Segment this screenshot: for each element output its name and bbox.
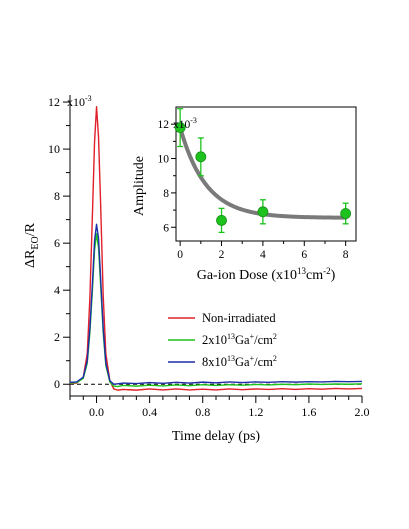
inset-x-tick-label: 2 xyxy=(219,249,225,261)
legend-8e13-base: 8x10 xyxy=(202,355,227,369)
inset-data-point xyxy=(195,137,207,177)
inset-x-label: Ga-ion Dose (x1013cm-2) xyxy=(197,266,336,283)
inset-x-ticks: 0 2 4 6 8 xyxy=(177,241,349,261)
main-series-lines xyxy=(69,106,363,391)
legend-2e13-cm: /cm xyxy=(254,333,273,347)
inset-y-multiplier: x10-3 xyxy=(173,116,197,131)
inset-x-label-close: ) xyxy=(331,268,336,283)
legend-8e13-sup: 13 xyxy=(227,354,235,363)
inset-y-multiplier-exp: -3 xyxy=(190,116,197,125)
legend-2e13-base: 2x10 xyxy=(202,333,227,347)
inset-y-ticks: 6 8 10 12 xyxy=(158,119,176,234)
series-line-non-irradiated xyxy=(69,106,363,391)
inset-marker xyxy=(195,151,207,163)
main-x-tick-label: 0.4 xyxy=(142,405,157,419)
main-y-tick-label: 2 xyxy=(54,330,60,344)
main-y-label: ΔREO/R xyxy=(23,222,41,268)
main-y-label-base: ΔR xyxy=(23,249,38,268)
main-y-tick-label: 0 xyxy=(54,377,60,391)
inset-x-label-cm: cm xyxy=(306,268,323,283)
inset-y-multiplier-base: x10 xyxy=(173,119,191,131)
legend-label-non-irradiated-text: Non-irradiated xyxy=(202,311,276,325)
main-y-label-sub: EO xyxy=(30,236,41,249)
legend-2e13-ga: Ga xyxy=(235,333,250,347)
legend-2e13-sq: 2 xyxy=(273,332,277,341)
main-y-tick-label: 8 xyxy=(54,189,60,203)
legend-2e13-sup: 13 xyxy=(227,332,235,341)
inset-y-tick-label: 8 xyxy=(163,188,169,200)
inset-x-label-sup2: -2 xyxy=(323,266,331,276)
legend-2e13-plus: + xyxy=(250,332,255,341)
main-x-tick-label: 1.2 xyxy=(248,405,263,419)
inset-y-label: Amplitude xyxy=(132,156,147,216)
inset-frame xyxy=(175,106,357,242)
inset-x-tick-label: 6 xyxy=(301,249,307,261)
main-x-label: Time delay (ps) xyxy=(172,429,260,444)
main-x-tick-label: 2.0 xyxy=(355,405,370,419)
inset-marker xyxy=(216,214,227,226)
main-x-tick-label: 0.0 xyxy=(89,405,104,419)
inset-x-tick-label: 8 xyxy=(343,249,349,261)
inset-data-point xyxy=(174,108,186,148)
main-x-ticks: 0.0 0.4 0.8 1.2 1.6 2.0 xyxy=(69,396,370,419)
inset-data-point xyxy=(216,207,227,234)
legend-8e13-ga: Ga xyxy=(235,355,250,369)
inset-y-tick-label: 12 xyxy=(158,119,170,131)
main-x-tick-label: 1.6 xyxy=(301,405,316,419)
inset-marker xyxy=(340,208,352,219)
main-y-tick-label: 12 xyxy=(48,95,60,109)
inset-x-tick-label: 0 xyxy=(177,249,183,261)
main-y-tick-label: 10 xyxy=(48,142,60,156)
inset-marker xyxy=(257,206,269,218)
inset-data-point xyxy=(340,202,352,225)
main-y-tick-label: 6 xyxy=(54,236,60,250)
legend-label-8e13: 8x1013Ga+/cm2 xyxy=(202,354,277,369)
inset-marker xyxy=(174,122,186,134)
series-line-8e13 xyxy=(69,223,363,385)
main-y-tick-label: 4 xyxy=(54,283,60,297)
main-y-ticks: 0 2 4 6 8 10 12 xyxy=(48,95,70,391)
inset-y-tick-label: 6 xyxy=(163,222,169,234)
legend-label-2e13: 2x1013Ga+/cm2 xyxy=(202,332,277,347)
legend-8e13-sq: 2 xyxy=(273,354,277,363)
main-x-tick-label: 0.8 xyxy=(195,405,210,419)
legend-8e13-cm: /cm xyxy=(254,355,273,369)
inset-data-point xyxy=(257,199,269,225)
main-y-multiplier-exp: -3 xyxy=(85,94,92,103)
legend: Non-irradiated 2x1013Ga+/cm2 8x1013Ga+/c… xyxy=(168,311,277,369)
inset-y-tick-label: 10 xyxy=(158,154,170,166)
main-y-multiplier-base: x10 xyxy=(67,95,85,109)
legend-label-non-irradiated: Non-irradiated xyxy=(202,311,276,325)
inset-points xyxy=(174,108,352,234)
main-y-label-tail: /R xyxy=(23,222,38,236)
inset-chart: 0 2 4 6 8 6 8 10 12 xyxy=(158,106,357,261)
inset-x-label-sup: 13 xyxy=(297,266,307,276)
inset-x-label-base: Ga-ion Dose (x10 xyxy=(197,268,297,283)
main-axes: 0.0 0.4 0.8 1.2 1.6 2.0 0 2 4 6 8 10 12 xyxy=(48,95,370,419)
inset-x-tick-label: 4 xyxy=(260,249,266,261)
legend-8e13-plus: + xyxy=(250,354,255,363)
main-y-multiplier: x10-3 xyxy=(67,94,92,109)
